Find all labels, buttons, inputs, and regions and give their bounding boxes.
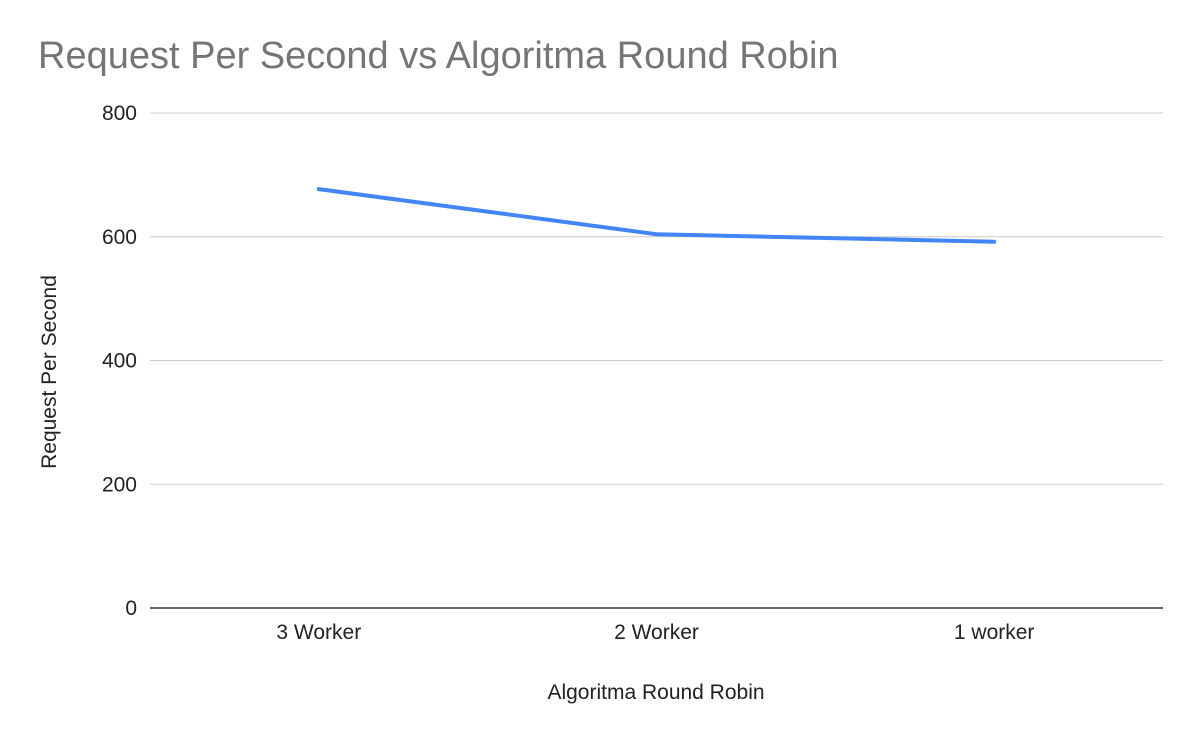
y-axis-ticks: 0 200 400 600 800: [102, 102, 137, 620]
series-line: [316, 187, 997, 244]
gridlines: [150, 112, 1163, 609]
y-axis-title: Request Per Second: [38, 275, 61, 469]
y-tick-label: 200: [102, 473, 137, 496]
x-tick-label: 2 Worker: [614, 621, 699, 644]
y-tick-label: 800: [102, 102, 137, 125]
x-axis-title: Algoritma Round Robin: [547, 681, 764, 704]
y-tick-label: 600: [102, 226, 137, 249]
x-axis-ticks: 3 Worker 2 Worker 1 worker: [276, 621, 1034, 644]
y-tick-label: 0: [125, 597, 137, 620]
x-tick-label: 1 worker: [954, 621, 1035, 644]
chart-title: Request Per Second vs Algoritma Round Ro…: [38, 35, 839, 77]
series-layer: [316, 187, 997, 244]
y-tick-label: 400: [102, 350, 137, 373]
x-tick-label: 3 Worker: [276, 621, 361, 644]
